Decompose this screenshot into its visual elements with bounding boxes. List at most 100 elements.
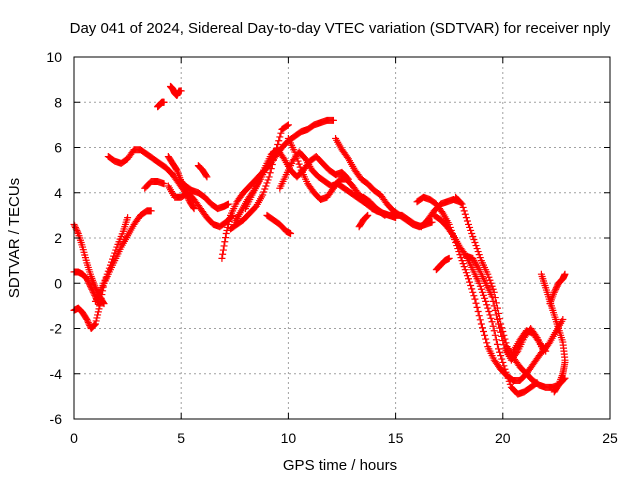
data-point-marker: [491, 306, 499, 314]
series-arc21: [359, 193, 464, 231]
data-point-marker: [263, 179, 271, 187]
data-point-marker: [470, 292, 478, 300]
data-point-marker: [92, 317, 100, 325]
data-point-marker: [468, 229, 476, 237]
data-point-marker: [469, 232, 477, 240]
data-point-marker: [73, 226, 81, 234]
y-tick-labels: -6 -4 -2 0 2 4 6 8 10: [46, 49, 62, 427]
data-point-marker: [90, 321, 98, 329]
series-arc11: [194, 162, 211, 181]
series-arc29: [546, 270, 569, 308]
data-point-marker: [461, 210, 469, 218]
data-point-marker: [84, 278, 92, 286]
data-point-marker: [461, 266, 469, 274]
data-point-marker: [260, 188, 268, 196]
data-point-marker: [486, 276, 494, 284]
data-point-marker: [466, 278, 474, 286]
data-point-marker: [476, 316, 484, 324]
data-point-marker: [95, 305, 103, 313]
data-point-marker: [364, 211, 372, 219]
data-point-marker: [504, 374, 512, 382]
data-point-marker: [472, 242, 480, 250]
data-point-marker: [97, 294, 105, 302]
data-point-marker: [84, 276, 92, 284]
data-point-marker: [460, 207, 468, 215]
data-point-marker: [85, 279, 93, 287]
data-point-marker: [489, 285, 497, 293]
y-tick-label: -6: [50, 411, 63, 427]
series-arc15: [242, 146, 352, 213]
data-point-marker: [492, 336, 500, 344]
data-point-marker: [91, 320, 99, 328]
data-point-marker: [475, 251, 483, 259]
data-point-marker: [460, 263, 468, 271]
y-axis-label: SDTVAR / TECUs: [6, 178, 23, 298]
x-tick-label: 5: [177, 430, 185, 446]
data-point-marker: [463, 217, 471, 225]
series-arc7: [154, 98, 168, 111]
data-point-marker: [498, 355, 506, 363]
data-point-marker: [219, 246, 227, 254]
data-point-marker: [462, 269, 470, 277]
data-point-marker: [499, 358, 507, 366]
series-arc12: [218, 116, 337, 262]
series-arc2: [70, 268, 104, 310]
data-point-marker: [222, 229, 230, 237]
data-point-marker: [94, 308, 102, 316]
data-point-marker: [464, 275, 472, 283]
data-point-marker: [501, 365, 509, 373]
data-point-marker: [458, 257, 466, 265]
data-point-marker: [457, 199, 465, 207]
data-point-marker: [428, 218, 436, 226]
x-tick-label: 0: [70, 430, 78, 446]
data-point-marker: [464, 220, 472, 228]
data-point-marker: [553, 282, 561, 290]
data-point-marker: [225, 217, 233, 225]
data-point-marker: [488, 282, 496, 290]
series-arc25: [452, 193, 569, 391]
x-tick-label: 25: [602, 430, 618, 446]
data-point-marker: [265, 173, 273, 181]
data-point-marker: [475, 279, 483, 287]
data-point-marker: [224, 220, 232, 228]
data-point-marker: [87, 284, 95, 292]
data-point-marker: [100, 300, 108, 308]
data-point-marker: [551, 287, 559, 295]
y-tick-label: 0: [54, 275, 62, 291]
data-point-marker: [478, 324, 486, 332]
data-point-marker: [490, 302, 498, 310]
data-point-marker: [486, 311, 494, 319]
data-point-marker: [495, 320, 503, 328]
data-point-marker: [505, 377, 513, 385]
y-tick-label: -4: [50, 366, 63, 382]
data-point-marker: [475, 312, 483, 320]
data-point-marker: [262, 182, 270, 190]
data-point-marker: [203, 173, 211, 181]
series-arc30: [550, 358, 569, 396]
data-point-marker: [476, 282, 484, 290]
data-point-marker: [259, 191, 267, 199]
data-point-marker: [276, 133, 284, 141]
data-point-marker: [500, 362, 508, 370]
data-point-marker: [96, 298, 104, 306]
data-point-marker: [264, 176, 272, 184]
data-point-marker: [493, 315, 501, 323]
data-point-marker: [89, 288, 97, 296]
data-point-marker: [483, 301, 491, 309]
x-tick-label: 20: [495, 430, 511, 446]
data-point-marker: [550, 288, 558, 296]
y-tick-label: 8: [54, 94, 62, 110]
data-point-marker: [172, 165, 180, 173]
data-point-marker: [277, 129, 285, 137]
data-point-marker: [284, 121, 292, 129]
data-point-marker: [467, 226, 475, 234]
data-point-marker: [84, 317, 92, 325]
data-point-marker: [471, 295, 479, 303]
data-point-marker: [502, 368, 510, 376]
data-point-marker: [490, 327, 498, 335]
data-point-marker: [499, 337, 507, 345]
data-point-marker: [226, 214, 234, 222]
data-point-marker: [472, 299, 480, 307]
data-point-marker: [223, 226, 231, 234]
